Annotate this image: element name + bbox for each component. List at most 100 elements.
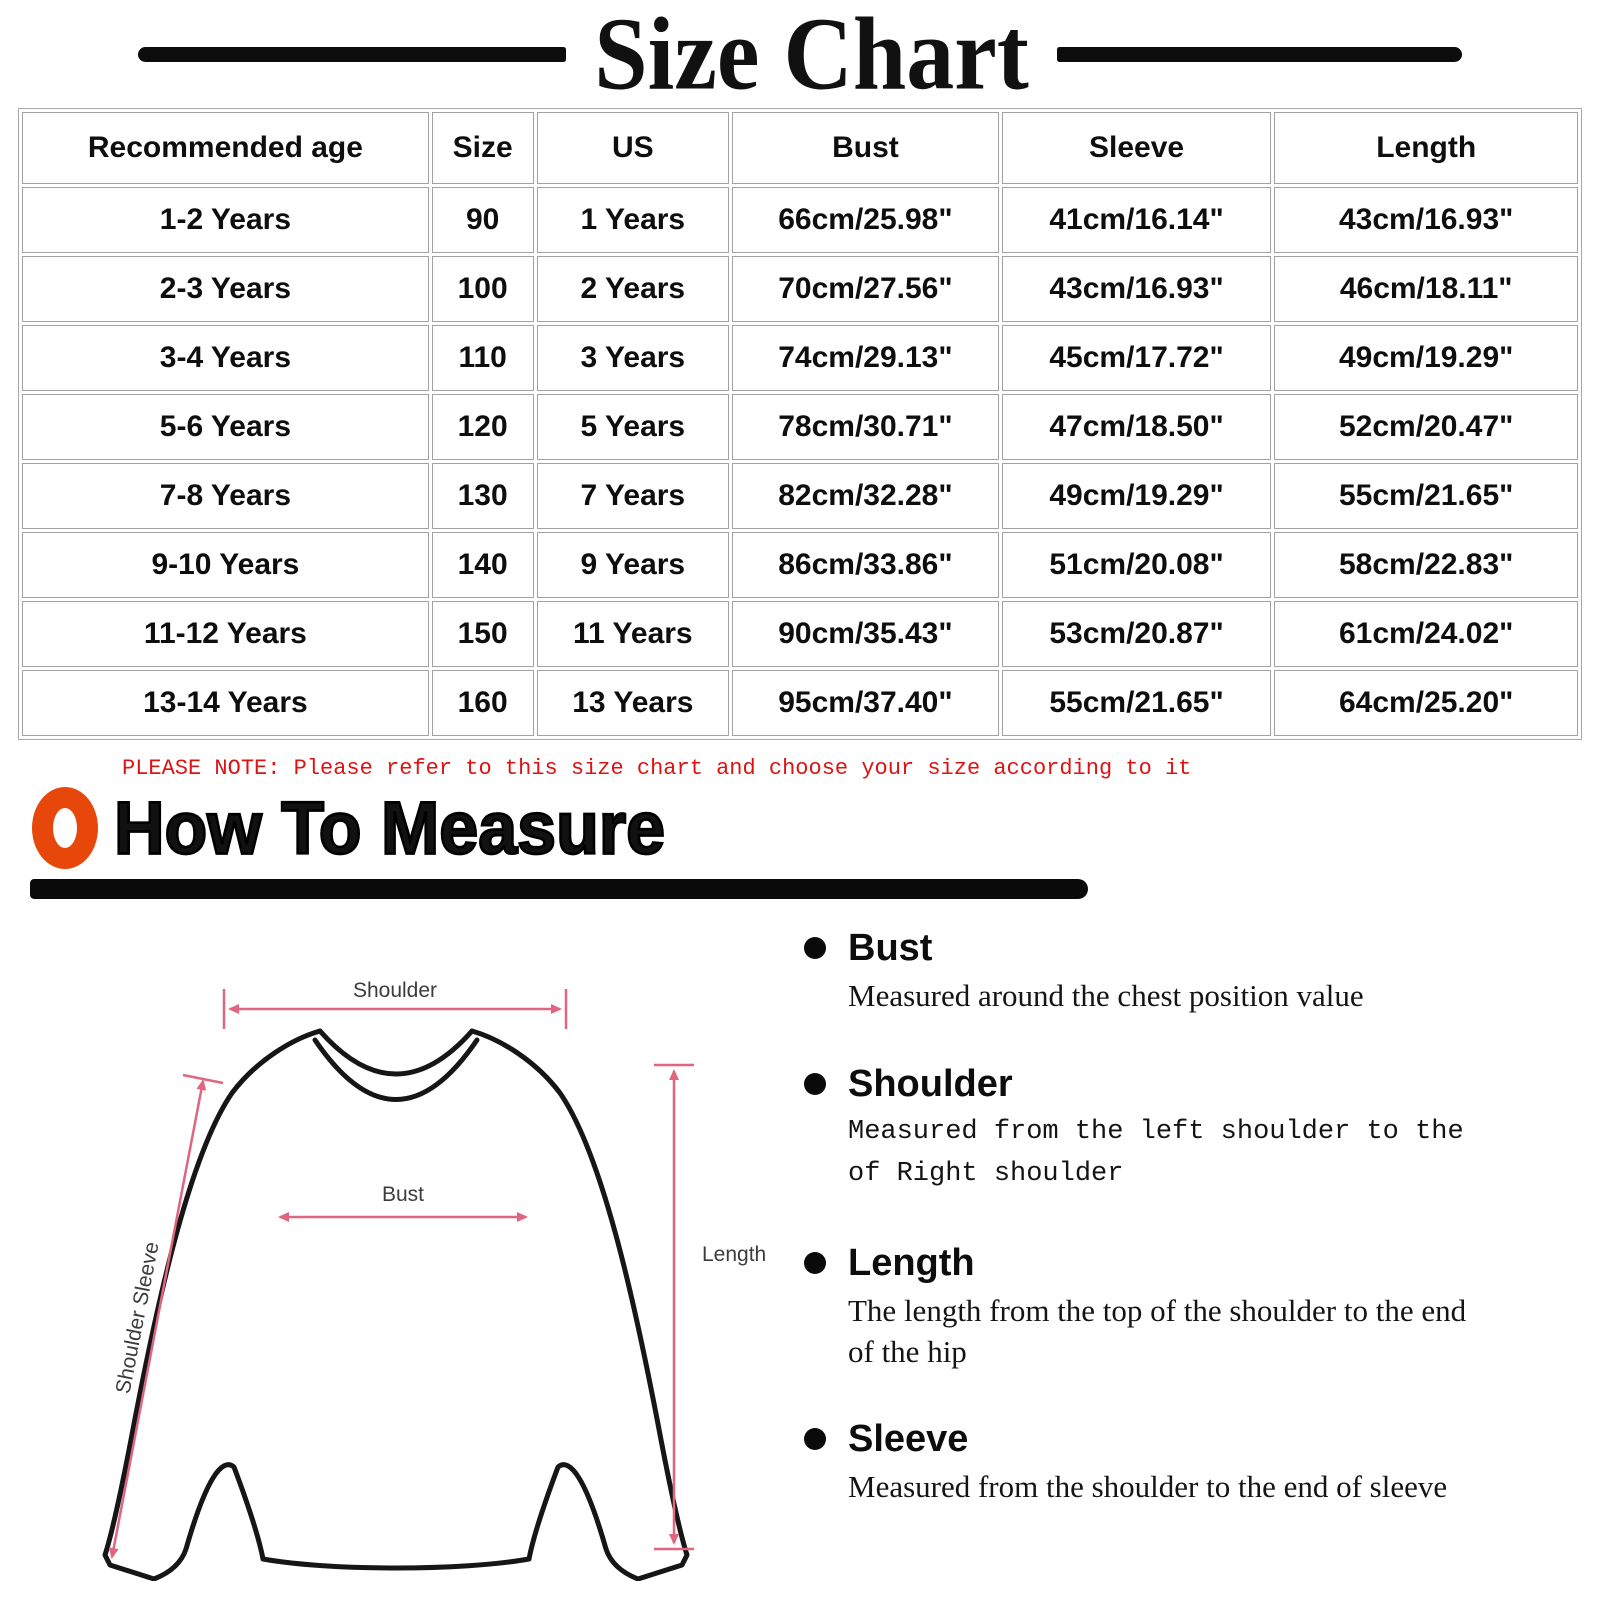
measure-label: Shoulder (848, 1062, 1013, 1105)
measure-desc: Measured from the shoulder to the end of… (848, 1469, 1448, 1505)
title-rule-left (138, 46, 567, 62)
table-cell: 95cm/37.40" (732, 670, 999, 736)
shoulder-sleeve-arrow (108, 1079, 207, 1559)
bullet-icon (804, 1072, 826, 1095)
table-cell: 49cm/19.29" (1274, 325, 1578, 391)
table-cell: 7 Years (536, 463, 730, 529)
table-cell: 11-12 Years (22, 601, 429, 667)
table-cell: 43cm/16.93" (1274, 187, 1578, 253)
table-cell: 11 Years (536, 601, 730, 667)
shoulder-arrow-label: Shoulder (353, 979, 437, 1002)
donut-icon (32, 787, 98, 869)
col-header-sleeve: Sleeve (1001, 112, 1272, 184)
size-note: PLEASE NOTE: Please refer to this size c… (122, 756, 1192, 781)
table-cell: 7-8 Years (22, 463, 429, 529)
table-cell: 45cm/17.72" (1001, 325, 1272, 391)
table-row: 9-10 Years 140 9 Years 86cm/33.86" 51cm/… (22, 532, 1578, 598)
table-row: 2-3 Years 100 2 Years 70cm/27.56" 43cm/1… (22, 256, 1578, 322)
table-cell: 82cm/32.28" (732, 463, 999, 529)
measure-label: Sleeve (848, 1418, 969, 1461)
table-cell: 2 Years (536, 256, 730, 322)
col-header-length: Length (1274, 112, 1578, 184)
title-row: Size Chart (0, 0, 1600, 106)
how-to-measure-row: How To Measure (32, 785, 1600, 871)
page-title: Size Chart (594, 0, 1029, 112)
table-cell: 3-4 Years (22, 325, 429, 391)
size-table: Recommended age Size US Bust Sleeve Leng… (18, 108, 1582, 740)
measure-item-length: Length The length from the top of the sh… (802, 1242, 1482, 1373)
table-header-row: Recommended age Size US Bust Sleeve Leng… (22, 112, 1578, 184)
how-to-measure-underline (30, 879, 1088, 899)
table-cell: 52cm/20.47" (1274, 394, 1578, 460)
col-header-recommended-age: Recommended age (22, 112, 429, 184)
table-row: 13-14 Years 160 13 Years 95cm/37.40" 55c… (22, 670, 1578, 736)
table-cell: 46cm/18.11" (1274, 256, 1578, 322)
title-rule-right (1056, 46, 1462, 62)
measure-definitions: Bust Measured around the chest position … (802, 909, 1482, 1581)
table-row: 3-4 Years 110 3 Years 74cm/29.13" 45cm/1… (22, 325, 1578, 391)
table-cell: 90cm/35.43" (732, 601, 999, 667)
sweater-diagram: Shoulder Bust Length Shoulder Sleeve (102, 979, 766, 1581)
table-cell: 140 (431, 532, 534, 598)
table-row: 11-12 Years 150 11 Years 90cm/35.43" 53c… (22, 601, 1578, 667)
table-cell: 64cm/25.20" (1274, 670, 1578, 736)
col-header-us: US (536, 112, 730, 184)
table-cell: 47cm/18.50" (1001, 394, 1272, 460)
table-cell: 70cm/27.56" (732, 256, 999, 322)
measure-desc: The length from the top of the shoulder … (848, 1292, 1467, 1369)
table-cell: 66cm/25.98" (732, 187, 999, 253)
table-cell: 13-14 Years (22, 670, 429, 736)
table-cell: 43cm/16.93" (1001, 256, 1272, 322)
table-cell: 53cm/20.87" (1001, 601, 1272, 667)
table-cell: 86cm/33.86" (732, 532, 999, 598)
table-cell: 9-10 Years (22, 532, 429, 598)
bullet-icon (804, 937, 826, 959)
measure-diagram-section: Shoulder Bust Length Shoulder Sleeve Bus… (0, 909, 1600, 1581)
col-header-bust: Bust (732, 112, 999, 184)
table-cell: 120 (431, 394, 534, 460)
bullet-icon (804, 1428, 826, 1451)
table-cell: 2-3 Years (22, 256, 429, 322)
table-cell: 61cm/24.02" (1274, 601, 1578, 667)
table-row: 5-6 Years 120 5 Years 78cm/30.71" 47cm/1… (22, 394, 1578, 460)
how-to-measure-title: How To Measure (113, 785, 667, 870)
table-cell: 5-6 Years (22, 394, 429, 460)
table-cell: 55cm/21.65" (1001, 670, 1272, 736)
table-cell: 55cm/21.65" (1274, 463, 1578, 529)
measure-label: Length (848, 1241, 975, 1284)
table-cell: 1-2 Years (22, 187, 429, 253)
collar-outer-arc (312, 1037, 480, 1102)
table-cell: 41cm/16.14" (1001, 187, 1272, 253)
table-cell: 5 Years (536, 394, 730, 460)
collar-inner-arc (317, 1028, 475, 1077)
measure-label: Bust (848, 927, 933, 969)
table-cell: 74cm/29.13" (732, 325, 999, 391)
table-cell: 13 Years (536, 670, 730, 736)
shoulder-sleeve-arrow-tick (182, 1073, 224, 1085)
table-cell: 1 Years (536, 187, 730, 253)
col-header-size: Size (431, 112, 534, 184)
table-cell: 51cm/20.08" (1001, 532, 1272, 598)
table-cell: 9 Years (536, 532, 730, 598)
table-cell: 78cm/30.71" (732, 394, 999, 460)
measure-desc: Measured around the chest position value (848, 978, 1364, 1013)
sweater-outline (102, 1028, 690, 1581)
table-row: 1-2 Years 90 1 Years 66cm/25.98" 41cm/16… (22, 187, 1578, 253)
measure-desc: Measured from the left shoulder to the o… (848, 1116, 1464, 1189)
table-cell: 3 Years (536, 325, 730, 391)
table-cell: 58cm/22.83" (1274, 532, 1578, 598)
table-cell: 160 (431, 670, 534, 736)
table-row: 7-8 Years 130 7 Years 82cm/32.28" 49cm/1… (22, 463, 1578, 529)
table-cell: 90 (431, 187, 534, 253)
measure-item-bust: Bust Measured around the chest position … (802, 927, 1482, 1017)
measure-item-shoulder: Shoulder Measured from the left shoulder… (802, 1063, 1482, 1196)
table-cell: 100 (431, 256, 534, 322)
measure-item-sleeve: Sleeve Measured from the shoulder to the… (802, 1418, 1482, 1508)
table-cell: 130 (431, 463, 534, 529)
bullet-icon (804, 1251, 826, 1274)
table-cell: 110 (431, 325, 534, 391)
table-cell: 150 (431, 601, 534, 667)
bust-arrow-label: Bust (382, 1183, 424, 1206)
table-cell: 49cm/19.29" (1001, 463, 1272, 529)
length-arrow-label: Length (702, 1243, 766, 1266)
